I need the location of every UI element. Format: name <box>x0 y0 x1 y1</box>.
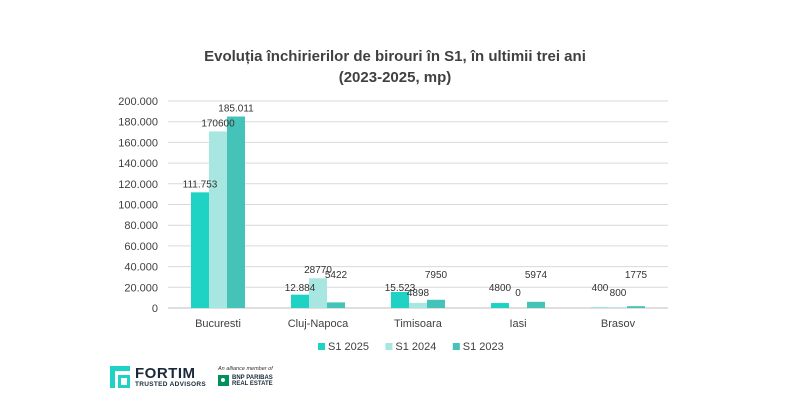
bnp-logo-icon <box>218 375 230 387</box>
bar-s1-2023 <box>627 306 645 308</box>
category-label: Timisoara <box>394 318 443 330</box>
fortim-logo-icon <box>110 366 130 388</box>
bar-s1-2025 <box>391 291 409 308</box>
fortim-tagline: TRUSTED ADVISORS <box>135 380 207 388</box>
fortim-name: FORTIM <box>135 364 196 382</box>
bars <box>191 116 645 309</box>
data-label: 185.011 <box>218 104 254 115</box>
category-label: Brasov <box>601 318 636 330</box>
y-tick-label: 60.000 <box>124 241 158 253</box>
data-label: 400 <box>592 283 609 294</box>
y-tick-label: 160.000 <box>118 137 158 149</box>
bar-s1-2024 <box>309 278 327 308</box>
gridlines <box>168 100 668 309</box>
alliance-text: An alliance member of <box>218 366 273 373</box>
data-label: 170600 <box>201 118 235 129</box>
bar-s1-2025 <box>191 192 209 308</box>
footer-logos: FORTIM TRUSTED ADVISORS An alliance memb… <box>110 364 273 390</box>
legend-label: S1 2025 <box>328 341 369 353</box>
data-label: 4898 <box>407 288 430 299</box>
legend: S1 2025 S1 2024 S1 2023 <box>318 341 504 353</box>
bnp-name-line2: REAL ESTATE <box>232 380 273 387</box>
bar-s1-2023 <box>527 301 545 308</box>
chart-title-line-2: (2023-2025, mp) <box>339 69 452 86</box>
bar-s1-2025 <box>291 294 309 308</box>
data-label: 15.523 <box>385 283 416 294</box>
data-label: 5974 <box>525 270 548 281</box>
y-tick-label: 40.000 <box>124 262 158 274</box>
category-label: Bucuresti <box>195 318 241 330</box>
y-axis: 0 20.000 40.000 60.000 80.000 100.000 120.000 1… <box>118 96 158 315</box>
bnp-name-line1: BNP PARIBAS <box>232 374 273 381</box>
y-tick-label: 0 <box>152 303 158 315</box>
data-label: 5422 <box>325 270 348 281</box>
bar-s1-2023 <box>427 299 445 308</box>
data-label: 800 <box>610 288 627 299</box>
y-tick-label: 100.000 <box>118 200 158 212</box>
category-label: Iasi <box>509 318 526 330</box>
data-label: 4800 <box>489 283 512 294</box>
y-tick-label: 180.000 <box>118 117 158 129</box>
data-label: 0 <box>515 288 521 299</box>
y-tick-label: 200.000 <box>118 96 158 108</box>
bar-s1-2024 <box>209 131 227 308</box>
y-tick-label: 80.000 <box>124 220 158 232</box>
bar-s1-2024 <box>409 302 427 308</box>
data-label: 1775 <box>625 270 648 281</box>
data-label: 12.884 <box>285 283 316 294</box>
chart-title-line-1: Evoluția închirierilor de birouri în S1,… <box>204 48 586 65</box>
bar-s1-2025 <box>491 303 509 308</box>
legend-swatch <box>318 343 325 350</box>
bar-s1-2023 <box>227 116 245 309</box>
legend-swatch <box>385 343 393 350</box>
data-label: 111.753 <box>183 179 218 190</box>
legend-swatch <box>452 343 460 350</box>
y-tick-label: 120.000 <box>118 179 158 191</box>
bar-s1-2023 <box>327 302 345 308</box>
legend-label: S1 2024 <box>395 341 436 353</box>
category-label: Cluj-Napoca <box>288 318 349 330</box>
bar-s1-2024 <box>609 307 627 308</box>
y-tick-label: 20.000 <box>124 282 158 294</box>
data-label: 7950 <box>425 270 448 281</box>
legend-label: S1 2023 <box>463 341 504 353</box>
y-tick-label: 140.000 <box>118 158 158 170</box>
x-axis: Bucuresti Cluj-Napoca Timisoara Iasi Brasov <box>195 318 636 330</box>
data-label: 28770 <box>304 265 332 276</box>
fortim-logo: FORTIM TRUSTED ADVISORS <box>135 366 206 389</box>
bnp-logo: An alliance member of BNP PARIBAS REAL E… <box>218 367 273 387</box>
